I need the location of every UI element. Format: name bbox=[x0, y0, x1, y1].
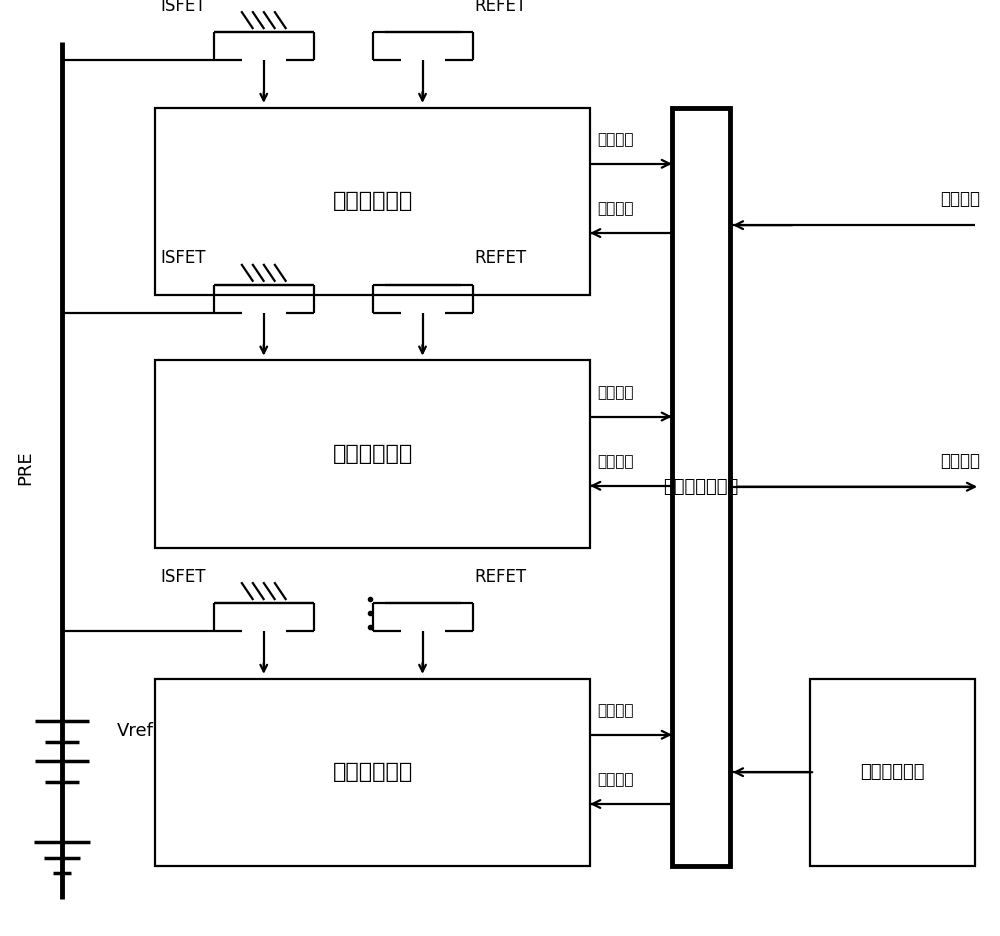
Bar bbox=[155, 108, 590, 295]
Text: 补偿控制: 补偿控制 bbox=[597, 772, 634, 787]
Text: Vref: Vref bbox=[117, 723, 154, 740]
Bar bbox=[810, 679, 975, 866]
Text: 数据输出: 数据输出 bbox=[597, 703, 634, 718]
Text: REFET: REFET bbox=[475, 249, 527, 268]
Text: REFET: REFET bbox=[475, 567, 527, 586]
Text: ISFET: ISFET bbox=[160, 567, 206, 586]
Text: ISFET: ISFET bbox=[160, 249, 206, 268]
Text: REFET: REFET bbox=[475, 0, 527, 15]
Text: 信号处理电路: 信号处理电路 bbox=[332, 444, 413, 464]
Text: 模拟多路选择器: 模拟多路选择器 bbox=[663, 477, 739, 496]
Text: 补偿控制: 补偿控制 bbox=[597, 201, 634, 216]
Bar bbox=[155, 679, 590, 866]
Text: 数据输出: 数据输出 bbox=[597, 132, 634, 147]
Text: 补偿控制: 补偿控制 bbox=[940, 190, 980, 209]
Bar bbox=[155, 360, 590, 548]
Bar bbox=[672, 108, 730, 866]
Text: ISFET: ISFET bbox=[160, 0, 206, 15]
Text: 信号处理电路: 信号处理电路 bbox=[332, 762, 413, 782]
Text: 数据输出: 数据输出 bbox=[940, 452, 980, 470]
Text: 信号处理电路: 信号处理电路 bbox=[332, 191, 413, 212]
Text: 数据输出: 数据输出 bbox=[597, 385, 634, 400]
Text: 多路控制时钟: 多路控制时钟 bbox=[860, 763, 925, 782]
Text: PRE: PRE bbox=[16, 451, 34, 485]
Text: 补偿控制: 补偿控制 bbox=[597, 454, 634, 469]
